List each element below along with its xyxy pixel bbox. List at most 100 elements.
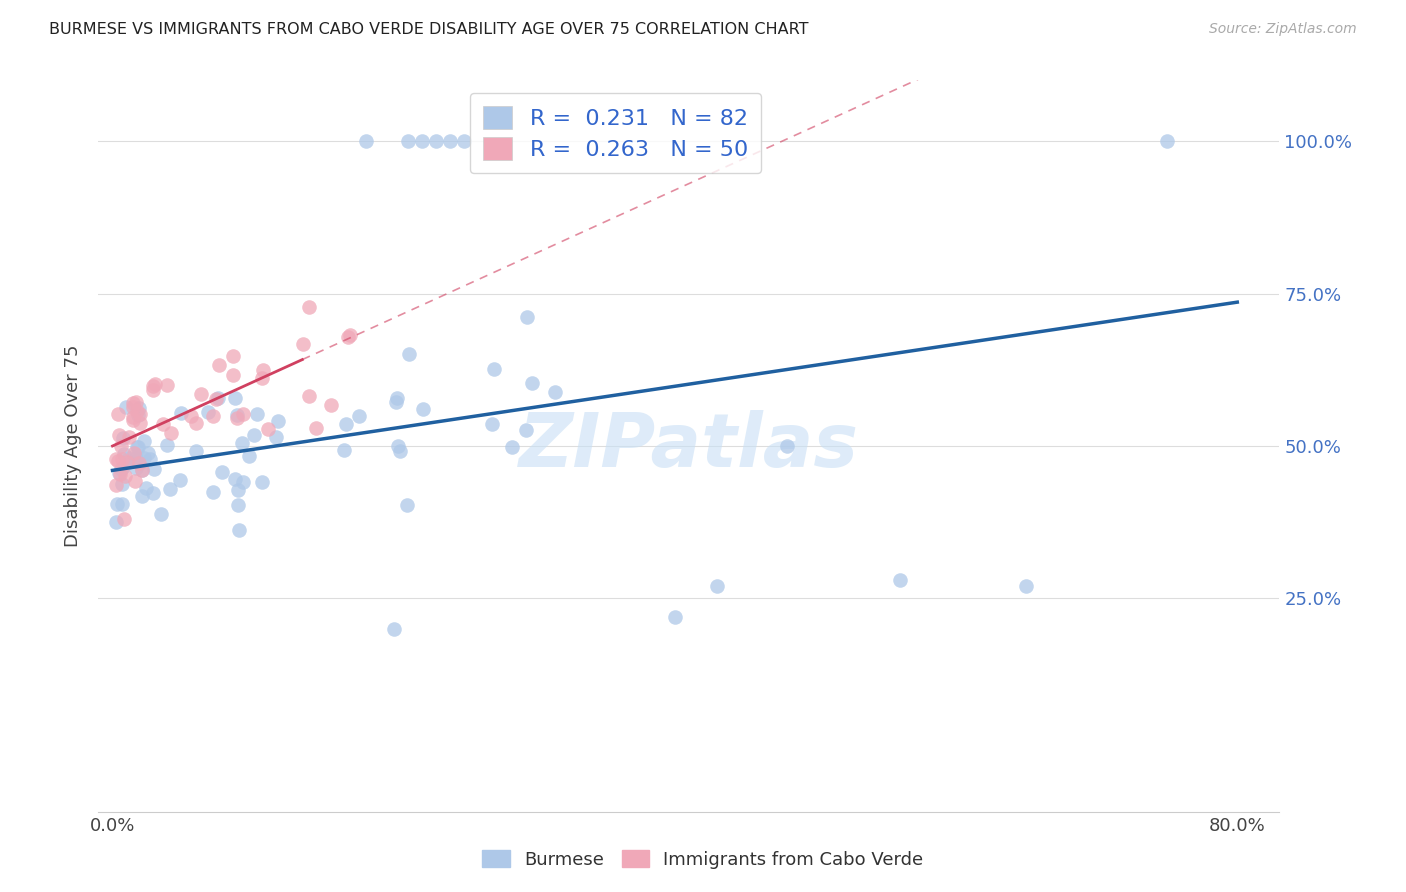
Point — [226, 409, 249, 423]
Point — [232, 475, 254, 490]
Point — [425, 134, 447, 148]
Point — [125, 404, 148, 418]
Point — [224, 391, 246, 405]
Point — [136, 446, 159, 460]
Point — [336, 330, 359, 344]
Point — [238, 449, 260, 463]
Point — [115, 455, 138, 469]
Point — [118, 430, 141, 444]
Point — [222, 349, 245, 363]
Point — [184, 444, 207, 458]
Point — [398, 347, 420, 361]
Point — [180, 409, 202, 424]
Point — [385, 395, 408, 409]
Y-axis label: Disability Age Over 75: Disability Age Over 75 — [65, 344, 83, 548]
Point — [160, 425, 183, 440]
Point — [135, 481, 157, 495]
Point — [515, 423, 537, 437]
Point — [143, 462, 166, 476]
Point — [232, 407, 254, 421]
Point — [190, 387, 212, 401]
Point — [128, 417, 150, 431]
Point — [155, 437, 177, 451]
Point — [128, 456, 150, 470]
Point — [124, 450, 146, 465]
Point — [267, 414, 290, 428]
Point — [246, 407, 269, 421]
Point — [128, 407, 150, 421]
Point — [142, 383, 165, 397]
Point — [202, 409, 225, 423]
Point — [108, 467, 131, 481]
Point — [139, 452, 162, 467]
Point — [186, 416, 208, 430]
Point — [481, 417, 503, 431]
Point — [333, 443, 356, 458]
Point — [169, 473, 191, 487]
Legend: R =  0.231   N = 82, R =  0.263   N = 50: R = 0.231 N = 82, R = 0.263 N = 50 — [470, 93, 761, 173]
Point — [152, 417, 174, 432]
Point — [131, 463, 153, 477]
Point — [125, 394, 148, 409]
Point — [243, 428, 266, 442]
Text: BURMESE VS IMMIGRANTS FROM CABO VERDE DISABILITY AGE OVER 75 CORRELATION CHART: BURMESE VS IMMIGRANTS FROM CABO VERDE DI… — [49, 22, 808, 37]
Point — [112, 512, 135, 526]
Point — [111, 431, 134, 445]
Point — [208, 358, 231, 372]
Point — [125, 454, 148, 468]
Point — [396, 498, 419, 512]
Point — [110, 439, 132, 453]
Point — [105, 451, 128, 466]
Point — [305, 421, 328, 435]
Point — [396, 134, 419, 148]
Point — [520, 376, 543, 390]
Point — [889, 573, 911, 587]
Point — [105, 497, 128, 511]
Point — [354, 134, 377, 148]
Point — [142, 486, 165, 500]
Point — [250, 475, 273, 489]
Point — [482, 361, 505, 376]
Point — [335, 417, 357, 431]
Point — [125, 461, 148, 475]
Point — [250, 371, 273, 385]
Point — [159, 482, 181, 496]
Point — [453, 134, 475, 148]
Point — [124, 474, 146, 488]
Point — [111, 451, 134, 466]
Point — [776, 439, 799, 453]
Text: ZIPatlas: ZIPatlas — [519, 409, 859, 483]
Point — [411, 134, 433, 148]
Point — [228, 523, 250, 537]
Point — [131, 489, 153, 503]
Point — [211, 465, 233, 479]
Point — [439, 134, 461, 148]
Point — [347, 409, 370, 423]
Point — [170, 406, 193, 420]
Point — [117, 456, 139, 470]
Point — [127, 440, 149, 454]
Point — [257, 422, 280, 436]
Point — [142, 379, 165, 393]
Point — [412, 401, 434, 416]
Point — [298, 300, 321, 314]
Point — [132, 451, 155, 466]
Point — [111, 497, 134, 511]
Point — [226, 483, 249, 497]
Point — [156, 378, 179, 392]
Point — [105, 478, 128, 492]
Point — [128, 401, 150, 416]
Point — [385, 391, 408, 405]
Point — [127, 440, 149, 454]
Point — [111, 459, 134, 474]
Point — [150, 507, 173, 521]
Point — [105, 515, 128, 529]
Point — [197, 405, 219, 419]
Legend: Burmese, Immigrants from Cabo Verde: Burmese, Immigrants from Cabo Verde — [475, 843, 931, 876]
Point — [127, 408, 149, 422]
Point — [543, 384, 565, 399]
Point — [1015, 579, 1038, 593]
Point — [207, 391, 229, 405]
Point — [382, 622, 405, 636]
Point — [132, 434, 155, 449]
